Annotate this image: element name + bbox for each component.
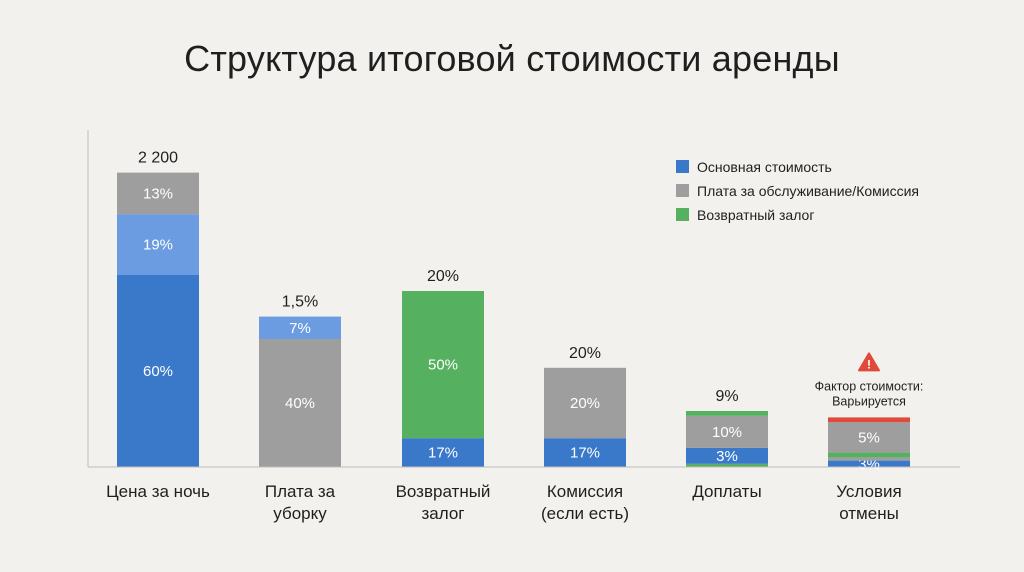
legend-label: Основная стоимость — [697, 159, 832, 175]
segment-value-label: 40% — [285, 395, 315, 412]
category-label: Комиссия — [547, 482, 623, 501]
bar-segment — [686, 463, 768, 467]
bar-group: 3% 10% 9% Доплаты — [686, 388, 768, 501]
legend-item: Основная стоимость — [676, 159, 832, 175]
category-label: Условия — [836, 482, 901, 501]
category-label: отмены — [839, 504, 899, 523]
chart-title: Структура итоговой стоимости аренды — [184, 38, 840, 79]
warning-icon: ! — [858, 352, 880, 372]
segment-value-label: 10% — [712, 424, 742, 441]
category-label: Возвратный — [396, 482, 491, 501]
category-label: Плата за — [265, 482, 336, 501]
bar-group: 17% 20% 20% Комиссия (если есть) — [541, 345, 629, 523]
bar-segment — [686, 411, 768, 416]
segment-value-label: 20% — [570, 395, 600, 412]
segment-value-label: 7% — [289, 320, 311, 337]
bar-note-line: Варьируется — [832, 394, 906, 408]
bar-segment — [259, 339, 341, 467]
svg-text:!: ! — [867, 357, 871, 371]
category-label: уборку — [273, 504, 327, 523]
category-label: Цена за ночь — [106, 482, 210, 501]
bar-segment — [828, 422, 910, 453]
category-label: Доплаты — [692, 482, 761, 501]
segment-value-label: 19% — [143, 237, 173, 254]
bars-layer: 60% 19% 13% 2 200 Цена за ночь 40% 7% 1,5% Плата… — [106, 150, 923, 523]
bar-segment — [402, 291, 484, 439]
bar-segment — [117, 214, 199, 275]
bar-top-label: 20% — [569, 345, 601, 362]
bar-segment — [686, 415, 768, 448]
legend-item: Возвратный залог — [676, 207, 814, 223]
legend-swatch — [676, 184, 689, 197]
legend-swatch — [676, 208, 689, 221]
bar-segment — [828, 460, 910, 467]
bar-group: 17% 50% 20% Возвратный залог — [396, 268, 491, 523]
segment-value-label: 50% — [428, 357, 458, 374]
legend-label: Плата за обслуживание/Комиссия — [697, 183, 919, 199]
bar-segment — [402, 438, 484, 467]
bar-segment — [259, 316, 341, 339]
segment-value-label: 60% — [143, 363, 173, 380]
bar-segment — [544, 438, 626, 467]
bar-segment — [686, 447, 768, 464]
bar-note-line: Фактор стоимости: — [815, 379, 924, 393]
bar-segment — [117, 275, 199, 467]
bar-top-label: 1,5% — [282, 294, 318, 311]
legend-swatch — [676, 160, 689, 173]
segment-value-label: 3% — [716, 448, 738, 465]
legend: Основная стоимость Плата за обслуживание/… — [676, 159, 919, 223]
bar-top-label: 20% — [427, 268, 459, 285]
bar-group: 60% 19% 13% 2 200 Цена за ночь — [106, 150, 210, 501]
segment-value-label: 17% — [570, 445, 600, 462]
bar-group: 40% 7% 1,5% Плата за уборку — [259, 294, 341, 523]
category-label: залог — [421, 504, 464, 523]
bar-segment — [544, 367, 626, 439]
legend-item: Плата за обслуживание/Комиссия — [676, 183, 919, 199]
bar-segment — [828, 417, 910, 423]
bar-top-label: 2 200 — [138, 150, 178, 167]
bar-segment — [828, 452, 910, 458]
bar-group: 3%5%!Фактор стоимости:ВарьируетсяУсловия… — [815, 352, 924, 523]
segment-value-label: 5% — [858, 429, 880, 446]
bar-segment — [828, 457, 910, 461]
segment-value-label: 13% — [143, 185, 173, 202]
legend-label: Возвратный залог — [697, 207, 814, 223]
segment-value-label: 17% — [428, 445, 458, 462]
category-label: (если есть) — [541, 504, 629, 523]
bar-top-label: 9% — [715, 388, 738, 405]
bar-segment — [117, 172, 199, 215]
